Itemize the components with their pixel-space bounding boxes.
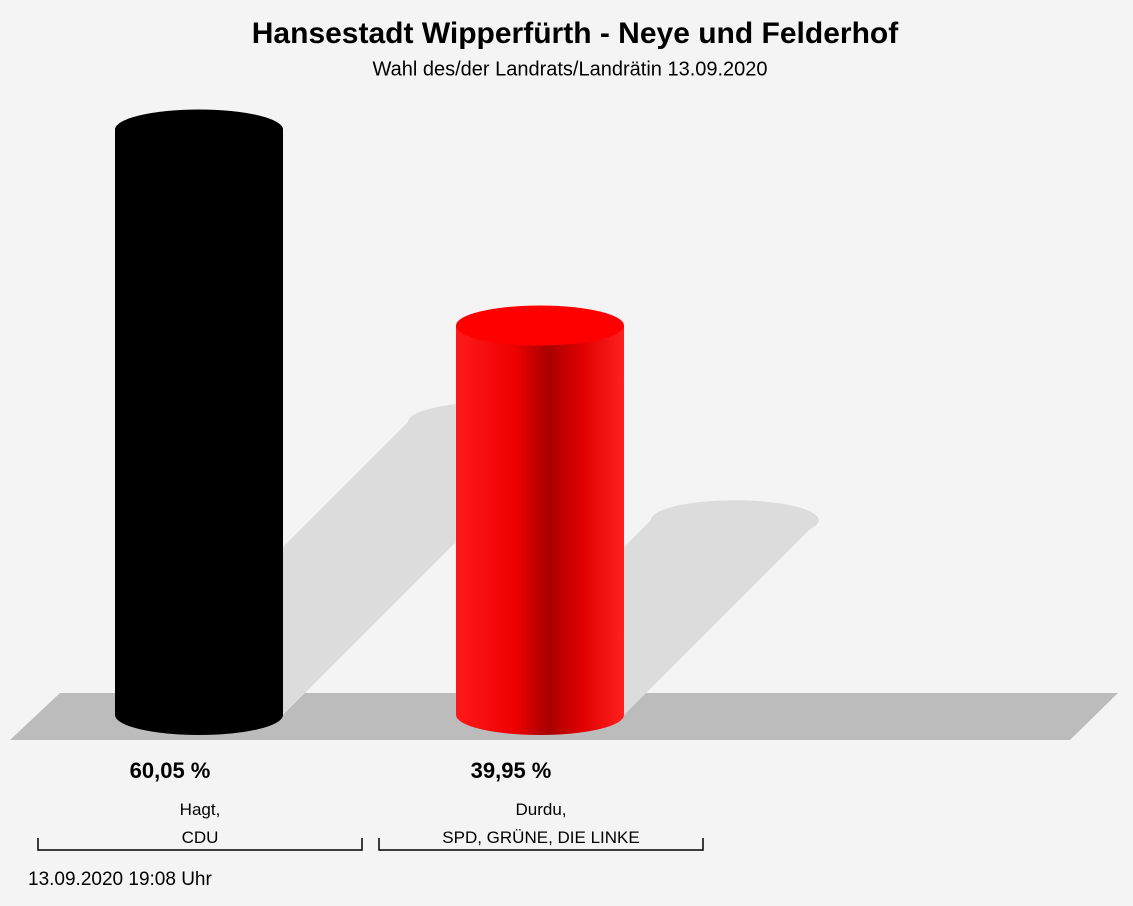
footer-timestamp: 13.09.2020 19:08 Uhr bbox=[28, 869, 212, 890]
category-label: Hagt, CDU bbox=[179, 800, 221, 847]
value-label: 39,95 % bbox=[471, 758, 552, 783]
category-bracket bbox=[378, 838, 704, 851]
category-label: Durdu, SPD, GRÜNE, DIE LINKE bbox=[442, 800, 640, 847]
chart-subtitle: Wahl des/der Landrats/Landrätin 13.09.20… bbox=[372, 58, 767, 80]
chart-title: Hansestadt Wipperfürth - Neye und Felder… bbox=[252, 17, 899, 50]
bar bbox=[456, 325, 624, 735]
bar-top bbox=[115, 109, 283, 150]
bar bbox=[115, 129, 283, 735]
bar-top bbox=[456, 305, 624, 346]
bar-shadow-top bbox=[650, 500, 819, 541]
category-bracket bbox=[37, 838, 363, 851]
value-label: 60,05 % bbox=[130, 758, 211, 783]
